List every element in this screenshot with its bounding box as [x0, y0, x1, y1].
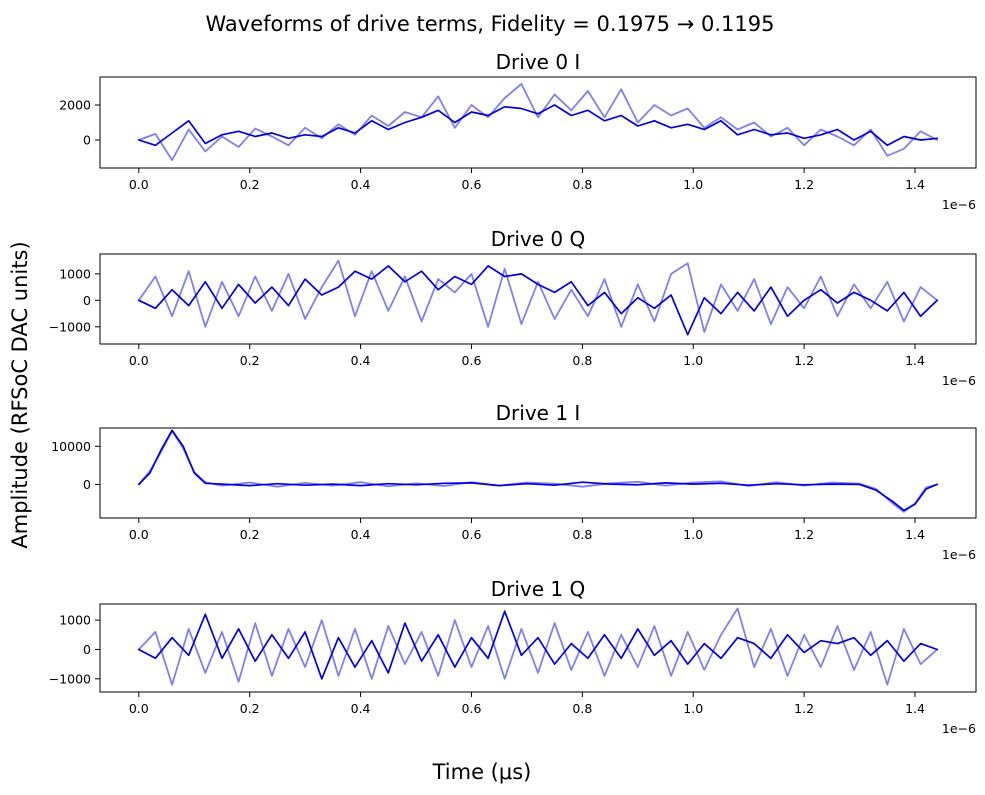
y-tick-label: −1000 — [49, 319, 91, 334]
axes-frame — [99, 603, 977, 693]
x-tick-label: 1.2 — [794, 701, 814, 716]
x-tick-label: 1.0 — [683, 353, 703, 368]
series-line-dark — [137, 429, 939, 512]
series-line-light — [137, 607, 939, 686]
x-offset-label: 1e−6 — [942, 547, 976, 562]
y-tick-label: 0 — [83, 477, 91, 492]
x-tick-label: 0.8 — [572, 527, 592, 542]
subplot-drive-0-q: Drive 0 Q 0.0 0.2 0.4 0.6 0.8 1.0 1.2 1.4 1e−6 −10… — [49, 227, 977, 388]
x-tick-label: 1.0 — [683, 701, 703, 716]
y-tick-label: 0 — [83, 133, 91, 148]
x-tick-label: 0.8 — [572, 701, 592, 716]
x-tick-label: 1.2 — [794, 353, 814, 368]
x-offset-label: 1e−6 — [942, 721, 976, 736]
subplot-title: Drive 0 I — [496, 50, 581, 74]
x-tick-label: 0.6 — [462, 177, 482, 192]
x-tick-label: 1.0 — [683, 527, 703, 542]
series-line-light — [137, 259, 939, 334]
x-tick-label: 1.2 — [794, 177, 814, 192]
x-tick-label: 0.4 — [351, 527, 371, 542]
x-tick-label: 0.0 — [129, 701, 149, 716]
axes-frame — [99, 253, 977, 345]
y-tick-label: 1000 — [59, 613, 91, 628]
axes-frame — [99, 427, 977, 519]
x-tick-label: 1.4 — [905, 177, 925, 192]
x-tick-label: 0.0 — [129, 527, 149, 542]
figure-title: Waveforms of drive terms, Fidelity = 0.1… — [206, 12, 775, 36]
x-tick-label: 1.2 — [794, 527, 814, 542]
subplot-drive-1-q: Drive 1 Q 0.0 0.2 0.4 0.6 0.8 1.0 1.2 1.4 1e−6 −10… — [49, 577, 977, 736]
x-tick-label: 1.0 — [683, 177, 703, 192]
series-line-dark — [137, 610, 939, 680]
axes-frame — [99, 76, 977, 169]
x-tick-label: 0.4 — [351, 701, 371, 716]
subplot-title: Drive 1 Q — [491, 577, 586, 601]
series-line-light — [137, 430, 939, 513]
y-tick-label: 0 — [83, 293, 91, 308]
x-tick-label: 0.8 — [572, 353, 592, 368]
x-tick-label: 0.2 — [240, 353, 260, 368]
subplot-title: Drive 0 Q — [491, 227, 586, 251]
subplot-drive-1-i: Drive 1 I 0.0 0.2 0.4 0.6 0.8 1.0 1.2 1.4 1e−6 0 10… — [51, 401, 977, 562]
y-tick-label: −1000 — [49, 671, 91, 686]
x-offset-label: 1e−6 — [942, 197, 976, 212]
x-tick-label: 0.2 — [240, 527, 260, 542]
x-tick-label: 0.4 — [351, 353, 371, 368]
y-tick-label: 1000 — [59, 266, 91, 281]
y-tick-label: 0 — [83, 642, 91, 657]
series-line-light — [137, 83, 939, 162]
x-tick-label: 0.8 — [572, 177, 592, 192]
y-tick-label: 10000 — [51, 439, 91, 454]
x-tick-label: 0.6 — [462, 701, 482, 716]
x-tick-label: 0.0 — [129, 177, 149, 192]
x-offset-label: 1e−6 — [942, 373, 976, 388]
y-tick-label: 2000 — [59, 98, 91, 113]
x-tick-label: 0.4 — [351, 177, 371, 192]
figure-xlabel: Time (μs) — [432, 760, 532, 784]
x-tick-label: 1.4 — [905, 353, 925, 368]
subplot-title: Drive 1 I — [496, 401, 581, 425]
x-tick-label: 0.2 — [240, 701, 260, 716]
x-tick-label: 0.0 — [129, 353, 149, 368]
x-tick-label: 1.4 — [905, 527, 925, 542]
series-line-dark — [137, 104, 939, 147]
x-tick-label: 1.4 — [905, 701, 925, 716]
figure-ylabel: Amplitude (RFSoC DAC units) — [8, 241, 32, 548]
series-line-dark — [137, 265, 939, 336]
x-tick-label: 0.6 — [462, 527, 482, 542]
x-tick-label: 0.6 — [462, 353, 482, 368]
x-tick-label: 0.2 — [240, 177, 260, 192]
subplot-drive-0-i: Drive 0 I 0.0 0.2 0.4 0.6 0.8 1.0 1.2 1.4 1e−6 0 20… — [59, 50, 977, 212]
